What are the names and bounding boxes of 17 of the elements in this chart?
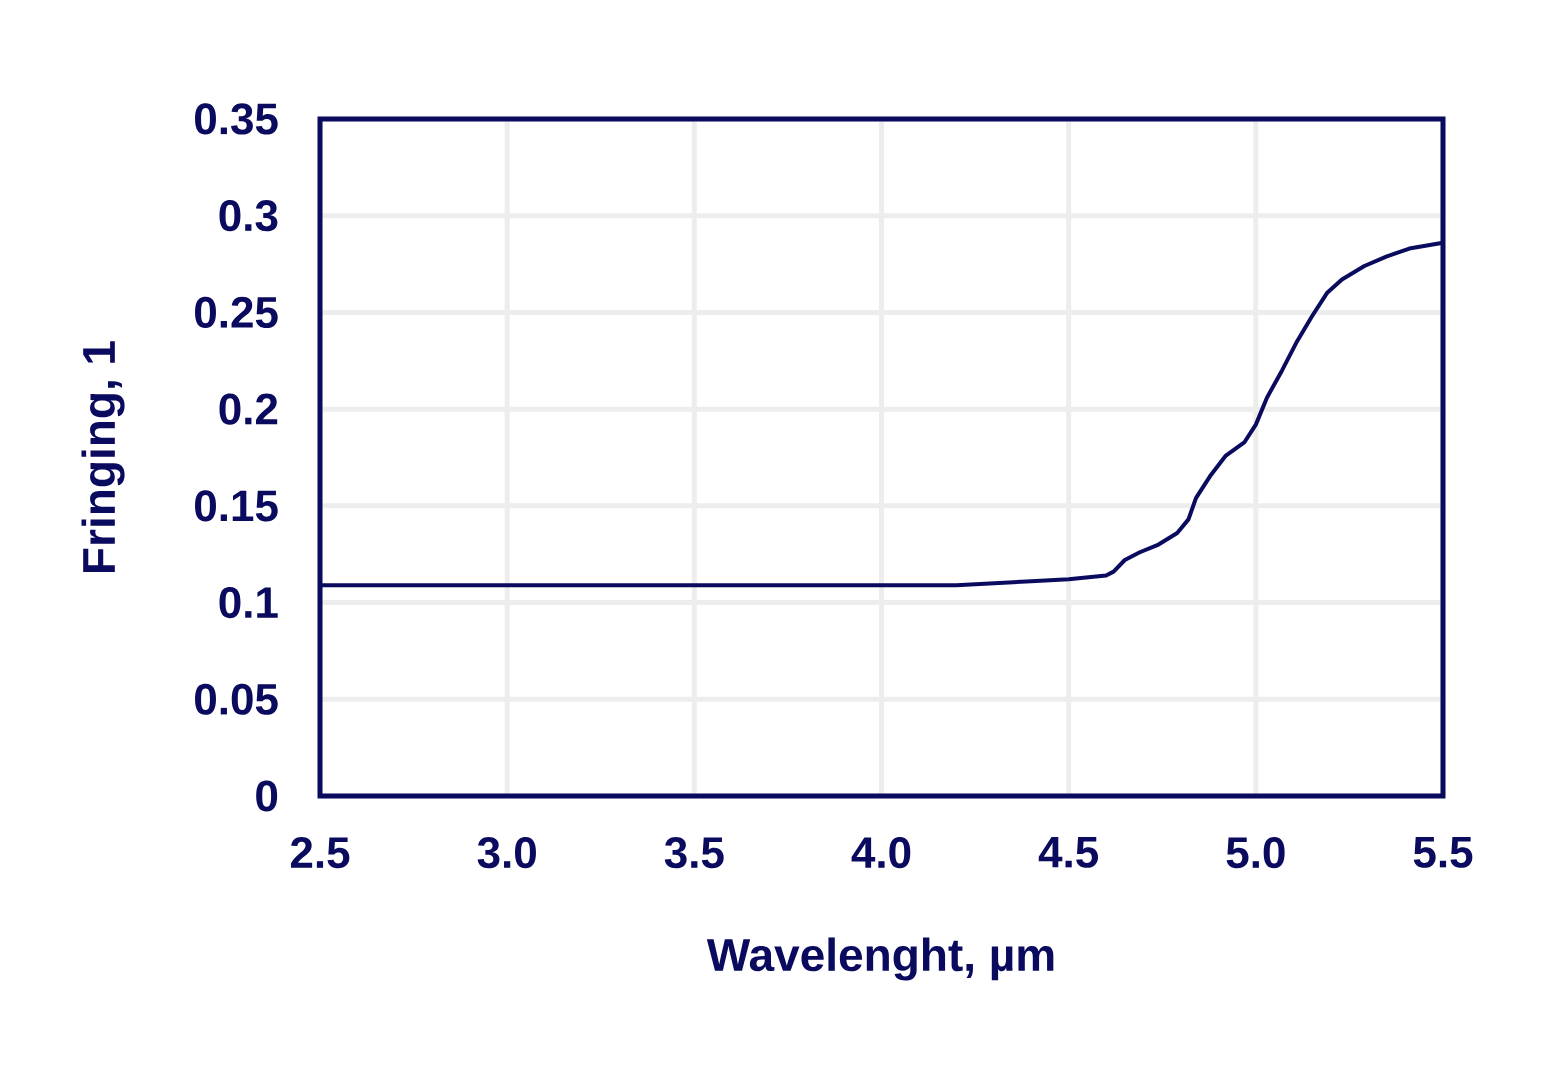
x-tick-label: 2.5 [290, 837, 350, 869]
y-axis-title: Fringing, 1 [81, 341, 125, 572]
y-tick-label: 0.15 [195, 490, 278, 522]
x-tick-label: 5.5 [1413, 837, 1473, 868]
y-tick-label: 0.25 [195, 296, 278, 329]
x-tick-label: 3.5 [664, 837, 724, 869]
y-tick-label: 0.2 [219, 393, 278, 425]
x-tick-label: 4.0 [851, 837, 911, 869]
y-tick-label: 0.3 [219, 200, 278, 232]
y-tick-label: 0.35 [195, 103, 278, 135]
y-tick-label: 0.05 [195, 683, 278, 715]
x-tick-label: 4.5 [1038, 837, 1099, 868]
y-tick-label: 0.1 [219, 586, 278, 619]
x-tick-label: 5.0 [1226, 837, 1285, 869]
x-axis-title: Wavelenght, µm [706, 937, 1054, 981]
x-tick-label: 3.0 [477, 837, 536, 869]
y-tick-label: 0 [256, 780, 278, 812]
